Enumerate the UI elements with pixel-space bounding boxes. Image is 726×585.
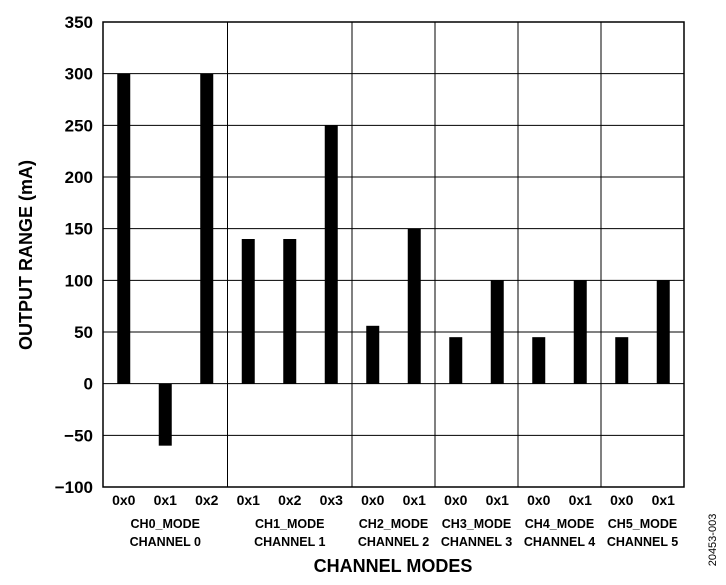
bar — [532, 337, 546, 384]
group-channel-label: CHANNEL 3 — [441, 535, 512, 549]
x-tick-label: 0x0 — [112, 492, 136, 508]
y-tick-label: 250 — [65, 116, 93, 135]
bar — [283, 239, 297, 384]
y-tick-label: 350 — [65, 13, 93, 32]
x-tick-label: 0x2 — [278, 492, 302, 508]
y-tick-labels: 350 300 250 200 150 100 50 0 −50 −100 — [55, 13, 93, 497]
group-labels: CH0_MODE CHANNEL 0 CH1_MODE CHANNEL 1 CH2_MO… — [130, 517, 679, 549]
group-mode-label: CH5_MODE — [608, 517, 677, 531]
bar — [490, 280, 504, 384]
y-axis-title: OUTPUT RANGE (mA) — [16, 160, 36, 350]
x-tick-label: 0x0 — [361, 492, 385, 508]
group-channel-label: CHANNEL 1 — [254, 535, 325, 549]
group-channel-label: CHANNEL 5 — [607, 535, 678, 549]
group-mode-label: CH2_MODE — [359, 517, 428, 531]
grid — [103, 21, 684, 488]
y-tick-label: 300 — [65, 65, 93, 84]
x-tick-label: 0x1 — [486, 492, 510, 508]
bar — [117, 73, 131, 384]
x-tick-label: 0x1 — [154, 492, 178, 508]
y-tick-label: 150 — [65, 220, 93, 239]
x-axis-title: CHANNEL MODES — [314, 556, 473, 576]
y-tick-label: −50 — [64, 426, 93, 445]
y-tick-label: 200 — [65, 168, 93, 187]
plot-frame — [102, 21, 685, 488]
x-tick-label: 0x1 — [237, 492, 261, 508]
bars — [117, 73, 670, 446]
group-mode-label: CH3_MODE — [442, 517, 511, 531]
x-tick-label: 0x0 — [610, 492, 634, 508]
y-tick-label: 0 — [84, 375, 93, 394]
figure-id: 20453-003 — [707, 514, 719, 567]
x-tick-label: 0x3 — [320, 492, 344, 508]
group-channel-label: CHANNEL 4 — [524, 535, 595, 549]
x-tick-label: 0x1 — [569, 492, 593, 508]
bar — [324, 125, 338, 384]
group-mode-label: CH1_MODE — [255, 517, 324, 531]
x-tick-label: 0x0 — [444, 492, 468, 508]
x-tick-label: 0x2 — [195, 492, 219, 508]
bar — [200, 73, 214, 384]
x-tick-labels: 0x0 0x1 0x2 0x1 0x2 0x3 0x0 0x1 0x0 0x1 0x0 0x1 0x0 0… — [112, 492, 675, 508]
x-tick-label: 0x1 — [652, 492, 676, 508]
x-tick-label: 0x0 — [527, 492, 551, 508]
bar — [241, 239, 255, 384]
x-tick-label: 0x1 — [403, 492, 427, 508]
bar — [615, 337, 629, 384]
bar — [158, 383, 172, 446]
bar — [573, 280, 587, 384]
y-tick-label: −100 — [55, 478, 93, 497]
bar — [407, 228, 421, 384]
bar — [656, 280, 670, 384]
y-tick-label: 50 — [74, 323, 93, 342]
y-tick-label: 100 — [65, 271, 93, 290]
bar — [449, 337, 463, 384]
bar — [366, 325, 380, 384]
group-mode-label: CH4_MODE — [525, 517, 594, 531]
group-mode-label: CH0_MODE — [131, 517, 200, 531]
group-channel-label: CHANNEL 2 — [358, 535, 429, 549]
group-channel-label: CHANNEL 0 — [130, 535, 201, 549]
